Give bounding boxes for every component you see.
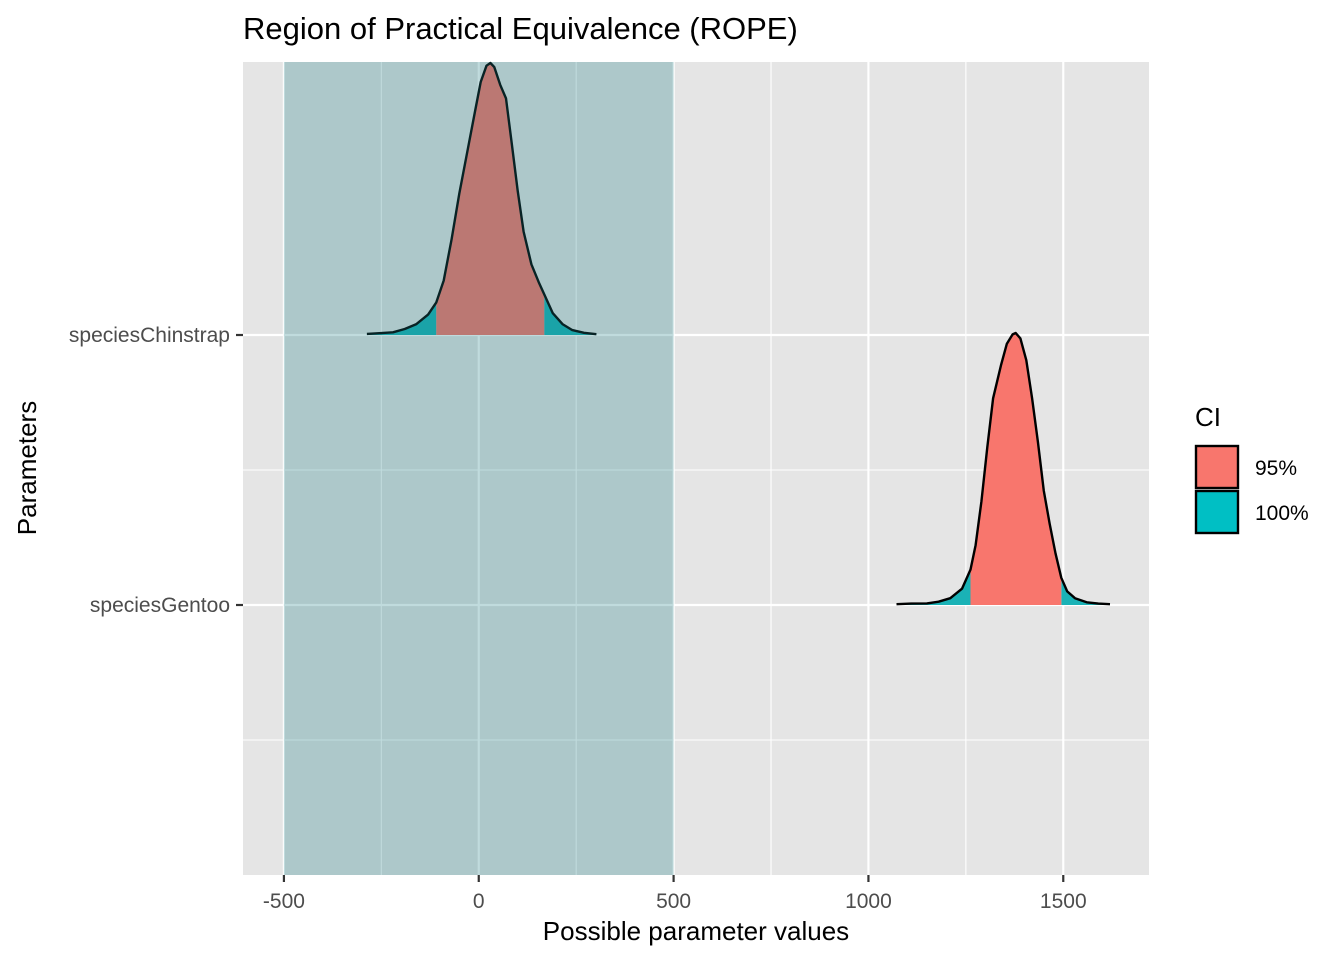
- density-outline-speciesGentoo: [896, 331, 1111, 606]
- x-tick-label: 1000: [845, 890, 892, 913]
- legend: CI 95% 100%: [1194, 402, 1309, 535]
- legend-title: CI: [1195, 402, 1221, 432]
- x-axis-label: Possible parameter values: [543, 916, 849, 946]
- density-curves: [366, 61, 1111, 606]
- legend-key-95%: [1194, 444, 1240, 490]
- minor-gridlines: [243, 62, 1149, 875]
- y-tick-label: speciesGentoo: [90, 594, 230, 617]
- chart-title: Region of Practical Equivalence (ROPE): [243, 11, 798, 46]
- x-tick-label: 1500: [1040, 890, 1087, 913]
- ci100-right-speciesChinstrap: [544, 294, 597, 335]
- rope-band: [283, 62, 674, 875]
- legend-key-100%: [1194, 489, 1240, 535]
- x-tick-label: 0: [473, 890, 485, 913]
- y-axis: speciesChinstrap speciesGentoo: [69, 324, 243, 617]
- ci100-left-speciesGentoo: [896, 569, 971, 605]
- ci95-speciesChinstrap: [436, 63, 545, 335]
- density-speciesGentoo: [896, 331, 1111, 606]
- y-axis-label: Parameters: [12, 401, 42, 535]
- legend-label: 95%: [1255, 457, 1297, 480]
- y-tick-label: speciesChinstrap: [69, 324, 230, 347]
- x-tick-label: -500: [263, 890, 305, 913]
- legend-label: 100%: [1255, 502, 1309, 525]
- density-speciesChinstrap: [366, 61, 597, 336]
- x-axis: -500 0 500 1000 1500: [263, 875, 1087, 913]
- ci100-left-speciesChinstrap: [366, 302, 437, 335]
- density-outline-speciesChinstrap: [366, 61, 597, 336]
- x-tick-label: 500: [656, 890, 691, 913]
